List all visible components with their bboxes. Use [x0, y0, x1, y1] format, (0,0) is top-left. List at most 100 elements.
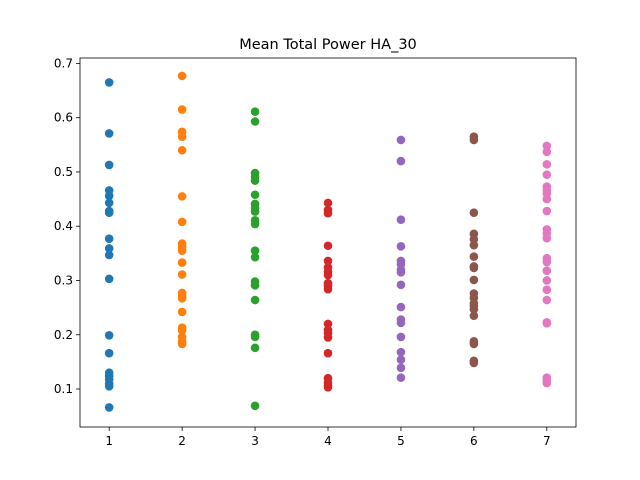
data-point-group-5 — [396, 347, 406, 357]
data-point-group-2 — [177, 105, 187, 114]
data-point-group-3 — [250, 295, 260, 305]
data-point-group-7 — [542, 141, 552, 151]
data-point-group-1 — [104, 191, 114, 201]
data-point-group-3 — [250, 343, 260, 353]
data-point-group-5 — [396, 268, 406, 277]
x-tick-label: 4 — [324, 434, 332, 448]
data-point-group-1 — [104, 244, 114, 253]
data-point-group-2 — [177, 326, 187, 335]
y-tick-label: 0.5 — [54, 165, 73, 179]
data-point-group-3 — [250, 176, 260, 185]
data-point-group-5 — [396, 156, 406, 166]
x-tick-label: 2 — [178, 434, 186, 448]
data-point-group-5 — [396, 302, 406, 312]
data-point-group-5 — [396, 280, 406, 290]
x-tick-label: 6 — [470, 434, 478, 448]
data-point-group-5 — [396, 135, 406, 145]
data-point-group-2 — [177, 294, 187, 303]
y-tick-label: 0.7 — [54, 56, 73, 70]
data-point-group-3 — [250, 190, 260, 200]
data-point-group-6 — [469, 252, 479, 261]
data-point-group-7 — [542, 233, 552, 243]
y-tick-label: 0.6 — [54, 111, 73, 125]
data-point-group-5 — [396, 355, 406, 365]
data-point-group-6 — [469, 208, 479, 217]
data-point-group-7 — [542, 160, 552, 169]
chart-title: Mean Total Power HA_30 — [239, 37, 417, 53]
data-point-group-3 — [250, 332, 260, 342]
data-point-group-5 — [396, 318, 406, 328]
data-point-group-4 — [323, 208, 333, 218]
y-tick-label: 0.4 — [54, 219, 73, 233]
data-point-group-6 — [469, 358, 479, 368]
axes: 1 2 3 4 5 6 7 0.1 0.2 0.3 0.4 0.5 0.6 0.7 — [54, 56, 577, 448]
data-point-group-7 — [542, 147, 552, 157]
data-point-group-2 — [177, 246, 187, 255]
data-point-group-6 — [469, 240, 479, 250]
data-point-group-2 — [177, 217, 187, 227]
x-tick-label: 3 — [251, 434, 259, 448]
data-point-group-3 — [250, 207, 260, 216]
data-point-group-4 — [323, 198, 333, 208]
data-point-group-2 — [177, 192, 187, 201]
data-point-group-6 — [469, 339, 479, 349]
data-point-group-1 — [104, 198, 114, 208]
data-point-group-6 — [469, 275, 479, 285]
data-point-group-7 — [542, 170, 552, 179]
data-point-group-6 — [469, 135, 479, 145]
data-point-group-7 — [542, 285, 552, 295]
data-point-group-7 — [542, 319, 552, 328]
data-point-group-1 — [104, 403, 114, 412]
data-point-group-5 — [396, 241, 406, 251]
data-point-group-5 — [396, 363, 406, 373]
y-tick-label: 0.2 — [54, 328, 73, 342]
data-point-group-7 — [542, 378, 552, 388]
data-point-group-6 — [469, 311, 479, 321]
data-point-group-1 — [104, 129, 114, 138]
data-point-group-3 — [250, 117, 260, 126]
y-tick-label: 0.3 — [54, 273, 73, 287]
data-point-group-7 — [542, 276, 552, 285]
data-point-group-6 — [469, 263, 479, 273]
data-point-group-3 — [250, 252, 260, 262]
data-point-group-7 — [542, 257, 552, 267]
data-point-group-1 — [104, 208, 114, 217]
data-point-group-7 — [542, 206, 552, 216]
data-point-group-2 — [177, 258, 187, 267]
data-point-group-3 — [250, 219, 260, 229]
data-point-group-4 — [323, 256, 333, 266]
y-tick-label: 0.1 — [54, 382, 73, 396]
data-point-group-4 — [323, 348, 333, 358]
data-points — [104, 71, 552, 412]
data-point-group-3 — [250, 401, 260, 411]
data-point-group-4 — [323, 241, 333, 251]
data-point-group-6 — [469, 304, 479, 314]
data-point-group-3 — [250, 246, 260, 255]
data-point-group-2 — [177, 145, 187, 155]
data-point-group-2 — [177, 307, 187, 317]
data-point-group-4 — [323, 284, 333, 294]
data-point-group-6 — [469, 234, 479, 244]
data-point-group-4 — [323, 319, 333, 329]
data-point-group-3 — [250, 281, 260, 290]
data-point-group-2 — [177, 270, 187, 279]
data-point-group-1 — [104, 160, 114, 170]
x-tick-label: 1 — [105, 434, 113, 448]
data-point-group-2 — [177, 132, 187, 141]
data-point-group-5 — [396, 215, 406, 225]
data-point-group-1 — [104, 78, 114, 87]
data-point-group-5 — [396, 332, 406, 342]
x-tick-label: 7 — [543, 434, 551, 448]
data-point-group-7 — [542, 266, 552, 276]
data-point-group-7 — [542, 194, 552, 204]
data-point-group-1 — [104, 348, 114, 358]
data-point-group-1 — [104, 250, 114, 260]
x-tick-label: 5 — [397, 434, 405, 448]
data-point-group-4 — [323, 270, 333, 280]
data-point-group-1 — [104, 274, 114, 284]
data-point-group-2 — [177, 339, 187, 349]
data-point-group-1 — [104, 382, 114, 391]
data-point-group-4 — [323, 333, 333, 342]
data-point-group-5 — [396, 373, 406, 382]
